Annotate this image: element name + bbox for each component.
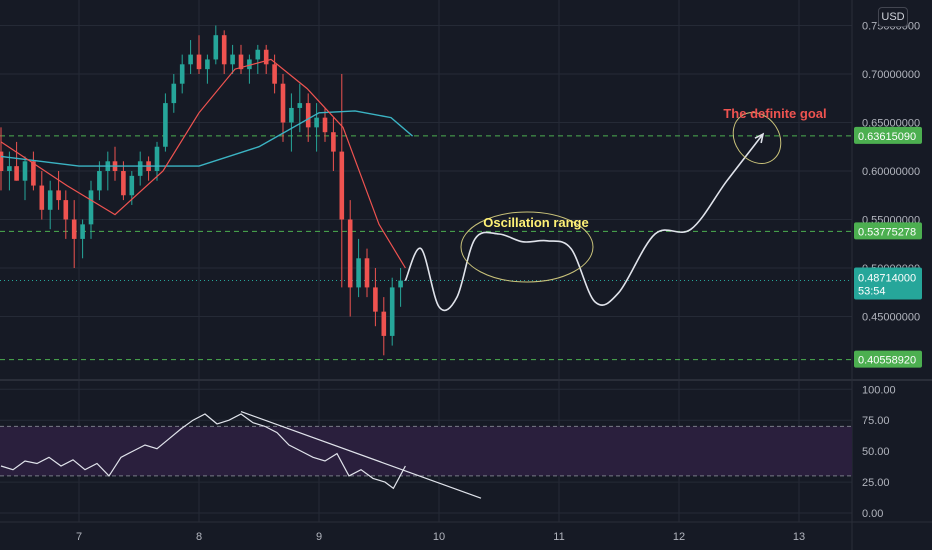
candle-body	[171, 83, 177, 104]
currency-button[interactable]: USD	[878, 7, 908, 27]
candle-body	[163, 103, 168, 147]
price-tick-label: 0.60000000	[862, 166, 920, 178]
time-tick-label: 7	[76, 531, 82, 543]
rsi-tick-label: 75.00	[862, 415, 890, 427]
price-tick-label: 0.65000000	[862, 118, 920, 130]
candle-body	[22, 161, 28, 181]
candle-body	[88, 190, 94, 225]
candle-body	[14, 166, 19, 181]
candle-body	[39, 185, 45, 210]
candle-body	[0, 151, 4, 171]
candle-body	[179, 64, 185, 84]
candle-body	[213, 35, 219, 60]
oscillation-range-label: Oscillation range	[483, 215, 588, 230]
candle-body	[56, 190, 61, 201]
goal-ellipse	[732, 112, 782, 164]
level-price-label: 0.53775278	[858, 226, 916, 238]
candle-body	[263, 49, 269, 65]
time-tick-label: 10	[433, 531, 445, 543]
candle-body	[205, 59, 210, 70]
current-price-box	[854, 267, 922, 300]
rsi-tick-label: 25.00	[862, 477, 890, 489]
forecast-arrow-head	[754, 132, 765, 144]
candle-body	[7, 166, 12, 171]
rsi-trendline	[240, 411, 482, 499]
candle-body	[255, 49, 261, 60]
candle-body	[364, 258, 370, 288]
candle-body	[80, 224, 85, 239]
level-price-label: 0.40558920	[858, 355, 916, 367]
rsi-line	[0, 413, 406, 490]
time-tick-label: 13	[793, 531, 805, 543]
candle-body	[97, 171, 102, 191]
candle-body	[272, 64, 277, 84]
candle-body	[247, 59, 252, 70]
price-tick-label: 0.70000000	[862, 69, 920, 81]
candle-body	[398, 280, 403, 288]
candle-body	[129, 175, 135, 196]
candle-body	[238, 54, 244, 70]
candle-body	[63, 200, 69, 220]
forecast-path	[404, 133, 764, 312]
candle-body	[154, 146, 160, 171]
rsi-tick-label: 50.00	[862, 446, 890, 458]
countdown-label: 53:54	[858, 285, 886, 297]
candle-body	[331, 132, 336, 152]
oscillation-ellipse	[460, 211, 594, 283]
candle-body	[347, 219, 353, 288]
candle-body	[137, 161, 143, 176]
candle-body	[221, 35, 227, 65]
candle-body	[47, 190, 53, 210]
candle-body	[188, 54, 193, 65]
candle-body	[280, 83, 286, 123]
time-tick-label: 8	[196, 531, 202, 543]
candle-body	[356, 258, 361, 288]
candle-body	[314, 117, 319, 128]
candle-body	[71, 219, 77, 239]
rsi-tick-label: 0.00	[862, 508, 883, 520]
rsi-band	[0, 426, 852, 476]
candle-body	[297, 103, 303, 108]
level-price-label: 0.63615090	[858, 131, 916, 143]
candle-body	[322, 117, 328, 133]
candle-body	[196, 54, 202, 70]
candle-body	[389, 287, 395, 336]
candle-body	[289, 107, 294, 123]
candle-body	[381, 311, 387, 336]
candle-body	[31, 161, 36, 186]
level-price-box	[854, 222, 922, 240]
candle-body	[230, 54, 235, 65]
level-price-box	[854, 350, 922, 368]
time-tick-label: 12	[673, 531, 685, 543]
ma-slow-line	[0, 110, 414, 167]
definite-goal-label: The definite goal	[723, 106, 826, 121]
candle-body	[121, 171, 126, 196]
time-tick-label: 11	[553, 531, 564, 543]
level-price-box	[854, 126, 922, 144]
ma-fast-line	[0, 58, 406, 269]
candle-body	[339, 151, 345, 220]
candle-body	[373, 287, 378, 312]
current-price-label: 0.48714000	[858, 272, 916, 284]
candle-body	[305, 103, 311, 128]
price-tick-label: 0.45000000	[862, 312, 920, 324]
rsi-tick-label: 100.00	[862, 384, 896, 396]
time-tick-label: 9	[316, 531, 322, 543]
